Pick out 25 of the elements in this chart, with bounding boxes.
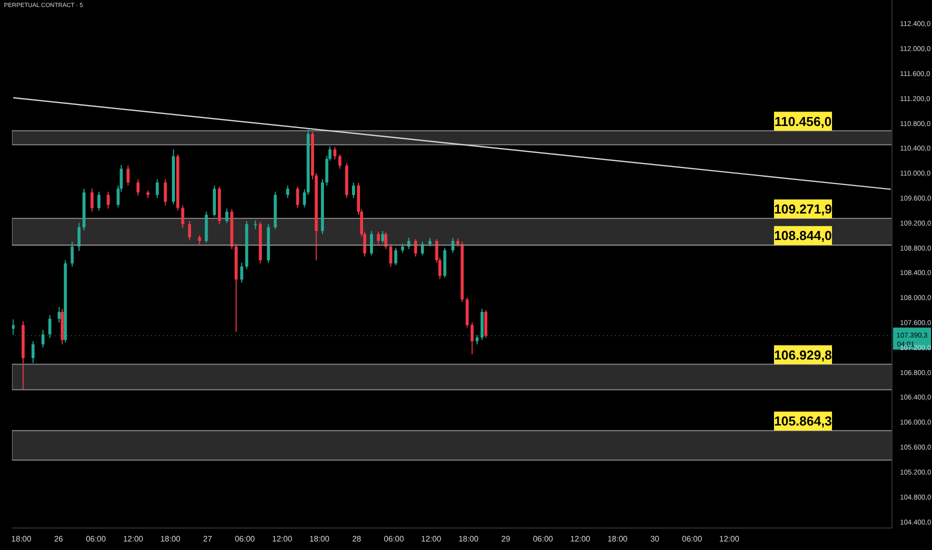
x-tick-label: 06:00 (532, 534, 554, 544)
x-tick-label: 18:00 (458, 534, 480, 544)
x-tick-label: 18:00 (160, 534, 181, 544)
x-tick-label: 12:00 (421, 534, 442, 544)
x-tick-label: 18:00 (607, 534, 628, 544)
x-tick-label: 06:00 (86, 534, 106, 544)
x-tick-label: 18:00 (309, 534, 330, 544)
x-tick-label: 12:00 (719, 534, 740, 544)
ref-line-label: 108.844,0 (774, 228, 832, 244)
x-tick-label: 30 (650, 534, 660, 544)
band-label: 109.271,9 (774, 201, 832, 216)
band-label: 110.456,0 (774, 114, 832, 129)
x-tick-label: 27 (203, 534, 213, 544)
x-tick-label: 12:00 (123, 534, 144, 544)
x-tick-label: 18:00 (11, 534, 32, 544)
band-label: 106.929,8 (774, 347, 832, 362)
x-tick-label: 29 (501, 534, 511, 544)
x-tick-label: 06:00 (234, 534, 256, 544)
x-tick-label: 12:00 (272, 534, 293, 544)
band-label: 105.864,3 (774, 414, 832, 429)
x-tick-label: 06:00 (682, 534, 703, 544)
x-tick-label: 06:00 (384, 534, 404, 544)
x-tick-label: 26 (54, 534, 64, 544)
x-tick-label: 12:00 (570, 534, 591, 544)
x-tick-label: 28 (352, 534, 362, 544)
